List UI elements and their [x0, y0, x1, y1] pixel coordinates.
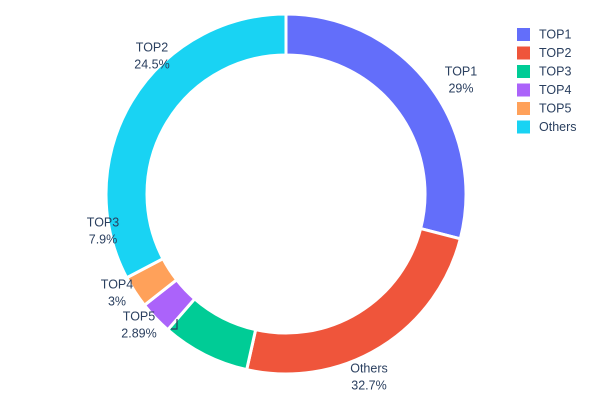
legend-swatch-top2 [517, 46, 530, 60]
legend-label-top2: TOP2 [539, 46, 571, 60]
leader-lines-group [171, 319, 178, 330]
legend-label-top4: TOP4 [539, 83, 571, 97]
legend-label-top1: TOP1 [539, 27, 571, 41]
legend-swatch-top5 [517, 102, 530, 115]
slice-label-name-top3: TOP3 [87, 215, 119, 229]
slice-label-value-top1: 29% [448, 81, 473, 95]
slice-label-name-top2: TOP2 [136, 40, 168, 54]
legend-label-top3: TOP3 [539, 64, 571, 78]
slice-label-name-top5: TOP5 [123, 309, 155, 323]
legend-label-top5: TOP5 [539, 101, 571, 115]
legend-label-others: Others [539, 120, 577, 134]
slice-label-value-top4: 3% [108, 294, 126, 308]
legend-item-top3[interactable]: TOP3 [517, 64, 571, 78]
legend-swatch-others [517, 120, 530, 134]
legend-swatch-top3 [517, 65, 530, 78]
slice-label-value-top2: 24.5% [134, 57, 169, 71]
slice-label-name-top1: TOP1 [445, 64, 477, 78]
donut-slice-others[interactable] [104, 12, 288, 280]
legend-item-top5[interactable]: TOP5 [517, 101, 571, 115]
leader-line-top5 [171, 319, 178, 330]
slice-label-name-top4: TOP4 [101, 277, 133, 291]
donut-slices-group [104, 12, 468, 376]
slice-label-value-top3: 7.9% [89, 232, 118, 246]
legend-swatch-top1 [517, 28, 530, 41]
legend-item-top1[interactable]: TOP1 [517, 27, 571, 41]
chart-legend[interactable]: TOP1 TOP2 TOP3 TOP4 TOP5 Others [517, 27, 577, 134]
slice-label-value-others: 32.7% [351, 378, 386, 392]
legend-item-top4[interactable]: TOP4 [517, 83, 571, 97]
slice-label-name-others: Others [350, 361, 388, 375]
legend-swatch-top4 [517, 83, 530, 97]
slice-labels-group: TOP1 29% TOP2 24.5% TOP3 7.9% TOP4 3%TOP5 2.89% O… [87, 40, 477, 392]
legend-item-top2[interactable]: TOP2 [517, 46, 571, 60]
legend-item-others[interactable]: Others [517, 120, 577, 134]
slice-label-value-top5: 2.89% [121, 326, 156, 340]
